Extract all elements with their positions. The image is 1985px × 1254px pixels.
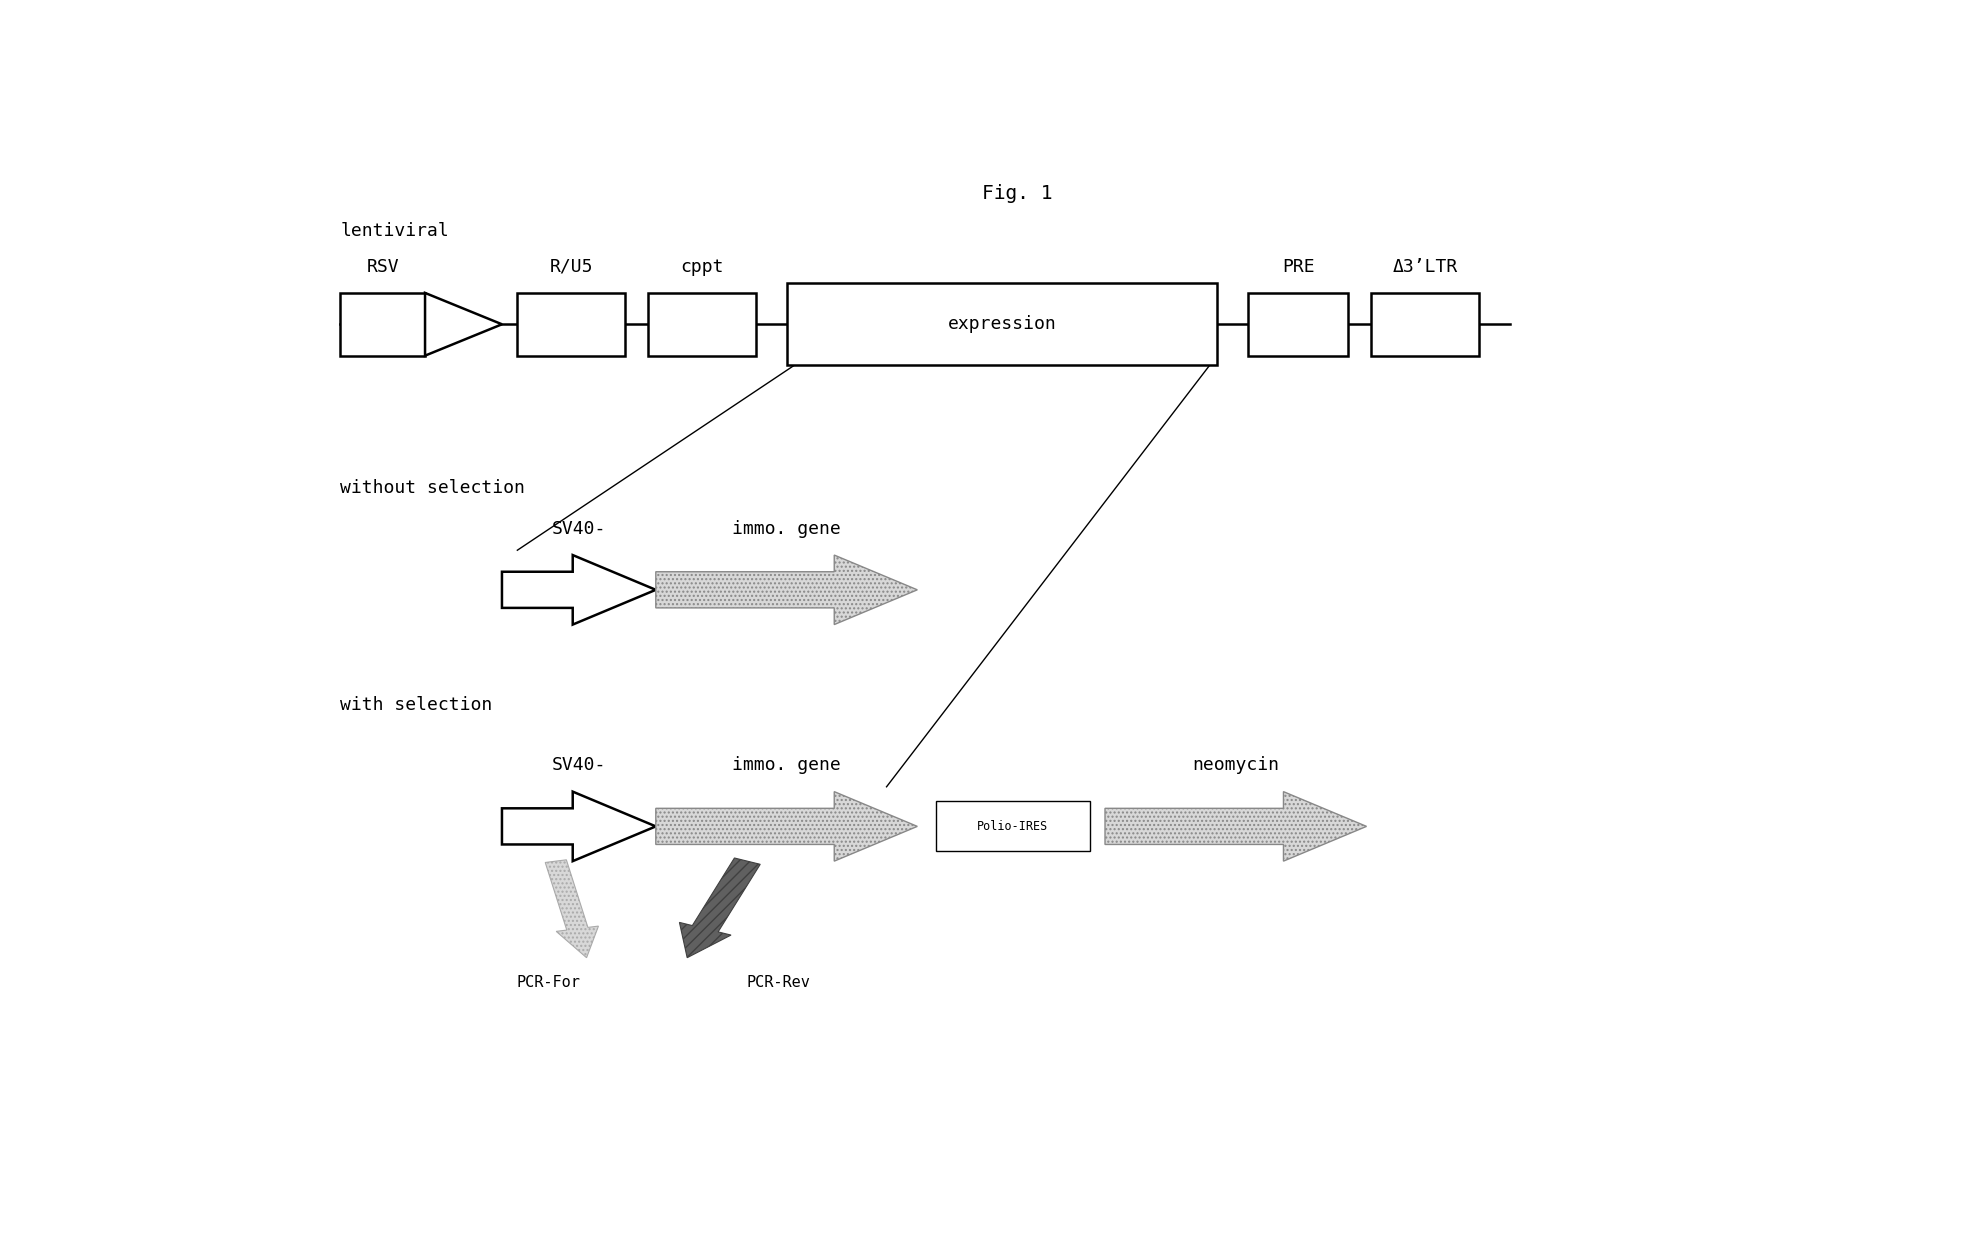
FancyBboxPatch shape [1249,293,1348,356]
FancyBboxPatch shape [786,283,1217,365]
Text: without selection: without selection [341,479,526,497]
Text: Δ3’LTR: Δ3’LTR [1391,257,1457,276]
FancyBboxPatch shape [518,293,625,356]
FancyBboxPatch shape [647,293,756,356]
FancyBboxPatch shape [935,801,1090,851]
Text: neomycin: neomycin [1193,756,1278,774]
FancyBboxPatch shape [341,293,425,356]
FancyBboxPatch shape [1372,293,1479,356]
Text: PRE: PRE [1282,257,1314,276]
Text: expression: expression [947,315,1056,334]
Polygon shape [655,791,917,861]
Text: SV40-: SV40- [552,756,605,774]
Polygon shape [546,860,597,958]
Polygon shape [1106,791,1366,861]
Polygon shape [425,293,502,356]
Text: PCR-For: PCR-For [516,976,580,991]
Text: RSV: RSV [367,257,399,276]
Text: SV40-: SV40- [552,519,605,538]
Text: PCR-Rev: PCR-Rev [746,976,810,991]
Text: cppt: cppt [681,257,725,276]
Polygon shape [679,858,760,958]
Polygon shape [502,791,655,861]
Text: Polio-IRES: Polio-IRES [977,820,1048,833]
Polygon shape [655,556,917,624]
Text: immo. gene: immo. gene [732,756,842,774]
Text: with selection: with selection [341,696,492,715]
Text: Fig. 1: Fig. 1 [983,184,1052,203]
Text: lentiviral: lentiviral [341,222,449,240]
Polygon shape [502,556,655,624]
Text: immo. gene: immo. gene [732,519,842,538]
Text: R/U5: R/U5 [550,257,594,276]
